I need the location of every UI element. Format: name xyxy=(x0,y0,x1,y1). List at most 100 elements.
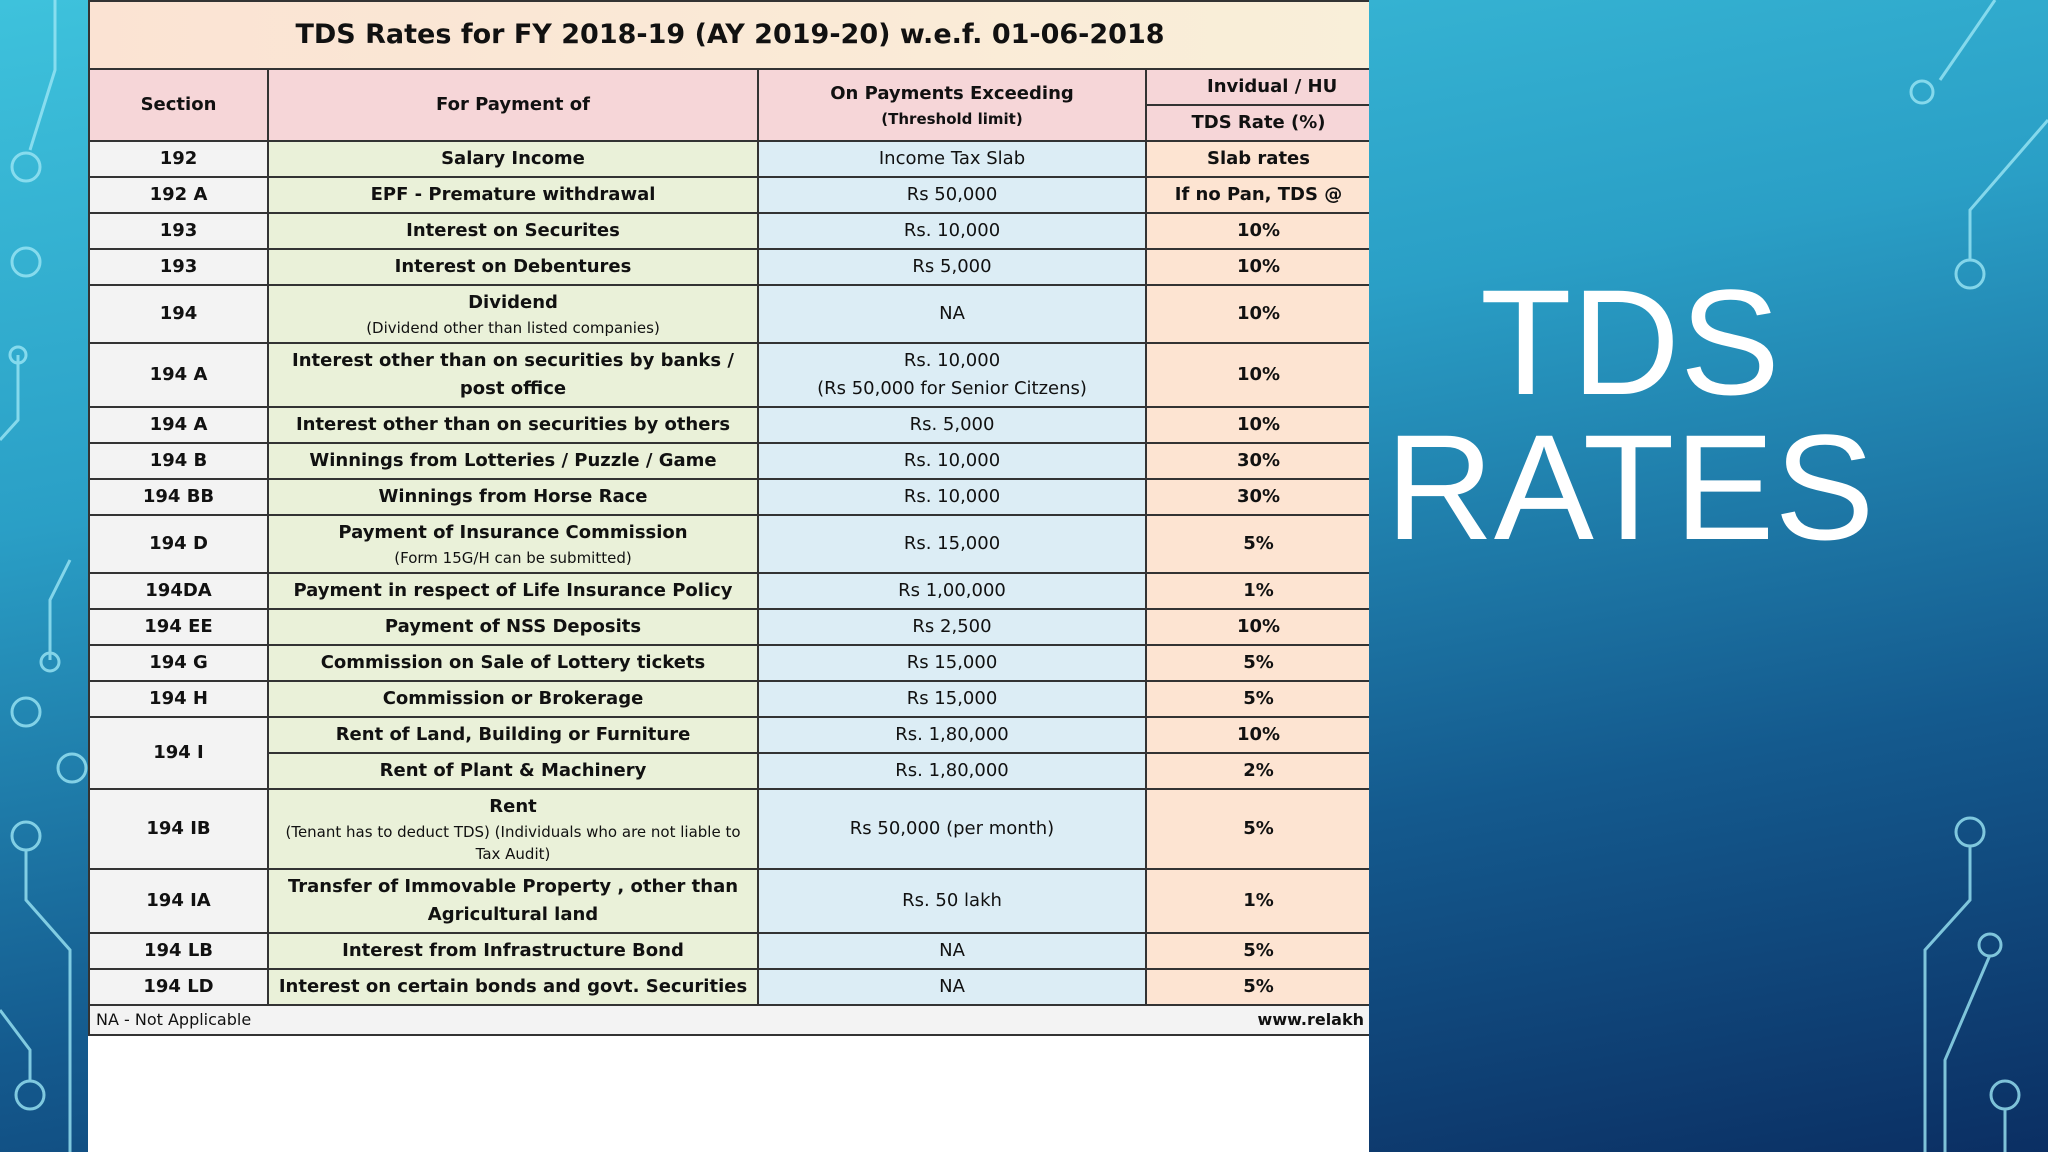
table-row: 194 G Commission on Sale of Lottery ticke… xyxy=(88,644,1369,682)
rate-cell: 10% xyxy=(1145,406,1369,444)
section-cell: 194 I xyxy=(88,716,269,790)
threshold-cell: Rs. 10,000 xyxy=(757,212,1147,250)
payment-text: Payment of NSS Deposits xyxy=(384,616,642,637)
payment-text: Rent of Plant & Machinery xyxy=(379,760,647,781)
table-row: 194 IA Transfer of Immovable Property , o… xyxy=(88,868,1369,934)
threshold-cell: Rs. 1,80,000 xyxy=(757,716,1147,754)
threshold-cell: Rs 2,500 xyxy=(757,608,1147,646)
payment-text: Rent of Land, Building or Furniture xyxy=(335,724,691,745)
table-row: 194 EE Payment of NSS Deposits Rs 2,500 10% xyxy=(88,608,1369,646)
threshold-cell: Rs 5,000 xyxy=(757,248,1147,286)
section-cell: 194 LB xyxy=(88,932,269,970)
payment-cell: Transfer of Immovable Property , other t… xyxy=(267,868,759,934)
payment-cell: EPF - Premature withdrawal xyxy=(267,176,759,214)
payment-text: Interest other than on securities by ban… xyxy=(292,350,734,399)
payment-cell: Commission or Brokerage xyxy=(267,680,759,718)
threshold-text: Rs 50,000 xyxy=(906,184,998,205)
rate-cell: 5% xyxy=(1145,788,1369,870)
table-row: 194 LB Interest from Infrastructure Bond N… xyxy=(88,932,1369,970)
threshold-text: Rs 15,000 xyxy=(906,688,998,709)
section-cell: 194 G xyxy=(88,644,269,682)
threshold-cell: Rs. 10,000 xyxy=(757,442,1147,480)
payment-cell: Commission on Sale of Lottery tickets xyxy=(267,644,759,682)
threshold-cell: NA xyxy=(757,284,1147,344)
section-cell: 194 IA xyxy=(88,868,269,934)
section-cell: 193 xyxy=(88,248,269,286)
threshold-cell: Rs 15,000 xyxy=(757,644,1147,682)
threshold-cell: Rs. 10,000 (Rs 50,000 for Senior Citzens) xyxy=(757,342,1147,408)
table-row: 194 D Payment of Insurance Commission (For… xyxy=(88,514,1369,574)
payment-text: Dividend xyxy=(468,292,558,313)
table-row: 194 I Rent of Land, Building or Furniture… xyxy=(88,716,1369,790)
threshold-text: Rs. 10,000 xyxy=(903,220,1001,241)
circuit-node xyxy=(14,1079,46,1111)
payment-note: (Tenant has to deduct TDS) (Individuals … xyxy=(285,823,741,863)
tds-table-image: TDS Rates for FY 2018-19 (AY 2019-20) w.… xyxy=(88,0,1369,1152)
payment-text: Interest on certain bonds and govt. Secu… xyxy=(278,976,748,997)
payment-cell: Payment in respect of Life Insurance Pol… xyxy=(267,572,759,610)
circuit-node xyxy=(1954,258,1986,290)
payment-note: (Dividend other than listed companies) xyxy=(366,319,660,337)
threshold-text: Rs 2,500 xyxy=(912,616,992,637)
payment-text: Payment of Insurance Commission xyxy=(338,522,688,543)
circuit-node xyxy=(10,820,42,852)
threshold-text: Rs 15,000 xyxy=(906,652,998,673)
circuit-node xyxy=(10,246,42,278)
payment-text: Interest from Infrastructure Bond xyxy=(342,940,684,961)
payment-text: Salary Income xyxy=(441,148,585,169)
rate-cell: 5% xyxy=(1145,680,1369,718)
threshold-cell: NA xyxy=(757,968,1147,1006)
threshold-text: Rs 1,00,000 xyxy=(898,580,1006,601)
payment-text: Rent xyxy=(489,796,537,817)
rate-cell: 10% xyxy=(1145,608,1369,646)
payment-text: Payment in respect of Life Insurance Pol… xyxy=(293,580,733,601)
rate-cell: 5% xyxy=(1145,644,1369,682)
rate-cell: 10% xyxy=(1145,248,1369,286)
table-row: 192 A EPF - Premature withdrawal Rs 50,000… xyxy=(88,176,1369,214)
threshold-cell: Rs 1,00,000 xyxy=(757,572,1147,610)
circuit-line xyxy=(28,0,57,151)
header-cell: Invidual / HU xyxy=(1145,68,1369,106)
section-cell: 194 xyxy=(88,284,269,344)
footer-source: www.relakh xyxy=(1257,1010,1364,1029)
payment-text: Commission or Brokerage xyxy=(382,688,644,709)
threshold-text: Rs. 15,000 xyxy=(903,533,1001,554)
table-row: 193 Interest on Debentures Rs 5,000 10% xyxy=(88,248,1369,286)
threshold-cell: Income Tax Slab xyxy=(757,140,1147,178)
section-cell: 194 A xyxy=(88,342,269,408)
section-cell: 194 A xyxy=(88,406,269,444)
table-row: 194 H Commission or Brokerage Rs 15,000 5% xyxy=(88,680,1369,718)
table-row: Rent of Plant & Machinery Rs. 1,80,000 2% xyxy=(89,752,1369,790)
payment-cell: Interest other than on securities by oth… xyxy=(267,406,759,444)
rate-cell: 10% xyxy=(1145,716,1369,754)
payment-text: Commission on Sale of Lottery tickets xyxy=(320,652,706,673)
rate-cell: 10% xyxy=(1145,212,1369,250)
section-cell: 192 A xyxy=(88,176,269,214)
rate-cell: 10% xyxy=(1145,342,1369,408)
threshold-text: Rs. 50 lakh xyxy=(902,890,1002,911)
threshold-note: (Rs 50,000 for Senior Citzens) xyxy=(817,378,1087,399)
payment-cell: Dividend (Dividend other than listed comp… xyxy=(267,284,759,344)
payment-text: EPF - Premature withdrawal xyxy=(370,184,656,205)
rate-cell: If no Pan, TDS @ xyxy=(1145,176,1369,214)
section-cell: 194 EE xyxy=(88,608,269,646)
payment-cell: Winnings from Horse Race xyxy=(267,478,759,516)
payment-text: Interest on Debentures xyxy=(394,256,632,277)
table-row: 192 Salary Income Income Tax Slab Slab rate… xyxy=(88,140,1369,178)
circuit-node xyxy=(1909,79,1935,105)
table-row: 194 LD Interest on certain bonds and govt… xyxy=(88,968,1369,1006)
circuit-node xyxy=(10,151,42,183)
payment-text: Winnings from Horse Race xyxy=(378,486,648,507)
title-row: TDS Rates for FY 2018-19 (AY 2019-20) w.… xyxy=(88,0,1369,70)
circuit-line xyxy=(24,850,72,1152)
threshold-cell: Rs. 15,000 xyxy=(757,514,1147,574)
threshold-text: NA xyxy=(939,976,965,997)
section-cell: 194 BB xyxy=(88,478,269,516)
rate-cell: 30% xyxy=(1145,478,1369,516)
rate-cell: 30% xyxy=(1145,442,1369,480)
section-cell: 194 D xyxy=(88,514,269,574)
threshold-text: Rs 50,000 (per month) xyxy=(849,818,1055,839)
payment-cell: Rent (Tenant has to deduct TDS) (Individu… xyxy=(267,788,759,870)
